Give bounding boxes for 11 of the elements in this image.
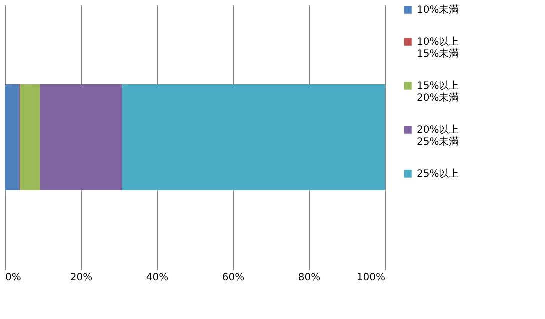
legend-label: 10%以上 15%未満 <box>417 36 460 60</box>
x-tick-label: 100% <box>356 272 386 284</box>
x-tick-label: 80% <box>298 272 321 284</box>
legend-label: 10%未満 <box>417 4 460 16</box>
legend-label: 15%以上 20%未満 <box>417 80 460 104</box>
x-tick-label: 60% <box>222 272 245 284</box>
legend-label: 20%以上 25%未満 <box>417 124 460 148</box>
legend-label: 25%以上 <box>417 168 460 180</box>
x-tick-label: 0% <box>6 272 22 284</box>
x-tick-label: 20% <box>70 272 93 284</box>
x-tick-label: 40% <box>146 272 169 284</box>
